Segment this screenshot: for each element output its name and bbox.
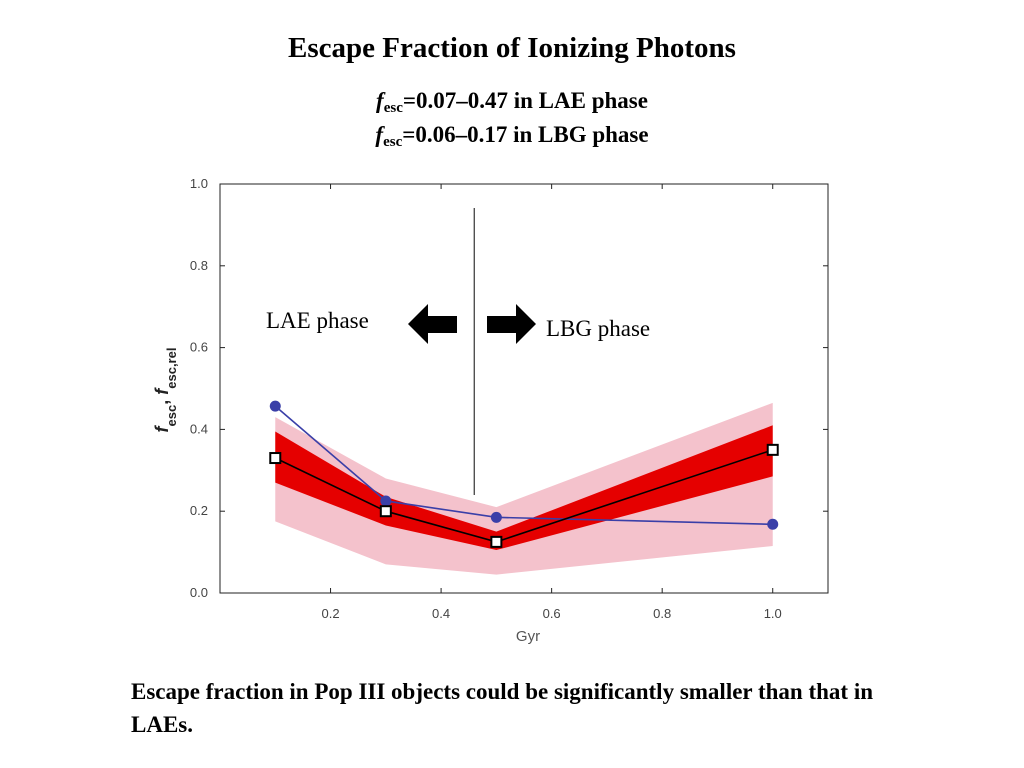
y-tick-label: 0.8 (190, 258, 208, 273)
band-1 (275, 425, 773, 551)
y-label-separator: , (152, 395, 172, 405)
fesc-symbol: f (376, 88, 384, 113)
axes: 0.2 0.4 0.6 0.8 1.00.00.20.40.60.81.0Gyrfesc… (152, 176, 829, 645)
series-line-1 (274, 449, 773, 543)
data-point (767, 518, 779, 530)
x-tick-label: 0.4 (432, 606, 450, 621)
y-label-subscript: esc (164, 405, 179, 427)
plot-frame (219, 183, 829, 594)
data-point (766, 443, 779, 456)
annotation-lbg-phase: LBG phase (546, 316, 650, 341)
band-0 (275, 402, 773, 575)
y-tick-label: 1.0 (190, 176, 208, 191)
x-tick-label: 0.2 (322, 606, 340, 621)
data-point (490, 535, 503, 548)
data-point (490, 511, 502, 523)
y-tick-label: 0.6 (190, 340, 208, 355)
y-label-symbol: f (152, 387, 172, 395)
x-tick-label: 1.0 (764, 606, 782, 621)
y-tick-label: 0.4 (190, 421, 208, 436)
y-label-symbol: f (152, 424, 172, 432)
data-point (269, 400, 281, 412)
subtitle-lae: fesc=0.07–0.47 in LAE phase (0, 88, 1024, 117)
subtitle-lbg-text: =0.06–0.17 in LBG phase (402, 122, 649, 147)
phase-annotations: LAE phase LBG phase (266, 304, 650, 344)
x-axis-label: Gyr (516, 628, 540, 645)
data-point (380, 495, 392, 507)
y-tick-label: 0.2 (190, 503, 208, 518)
series-line-0 (274, 405, 773, 526)
y-label-subscript: esc,rel (164, 348, 179, 389)
right-arrow-icon (487, 304, 536, 344)
x-tick-label: 0.8 (653, 606, 671, 621)
annotation-lae-phase: LAE phase (266, 308, 369, 333)
fesc-symbol: f (375, 122, 384, 147)
y-tick-label: 0.0 (190, 585, 208, 600)
data-point (269, 452, 282, 465)
x-tick-label: 0.6 (543, 606, 561, 621)
subtitle-lae-text: =0.07–0.47 in LAE phase (402, 88, 648, 113)
y-axis-label: fesc, fesc,rel (152, 348, 179, 433)
slide-title: Escape Fraction of Ionizing Photons (288, 32, 736, 64)
fesc-subscript: esc (383, 100, 403, 116)
fesc-subscript: esc (383, 134, 403, 150)
left-arrow-icon (408, 304, 457, 344)
uncertainty-bands (275, 208, 773, 575)
slide-caption: Escape fraction in Pop III objects could… (131, 679, 873, 737)
series-lines (269, 400, 779, 548)
data-point (379, 505, 392, 518)
subtitle-lbg: fesc=0.06–0.17 in LBG phase (0, 122, 1024, 151)
